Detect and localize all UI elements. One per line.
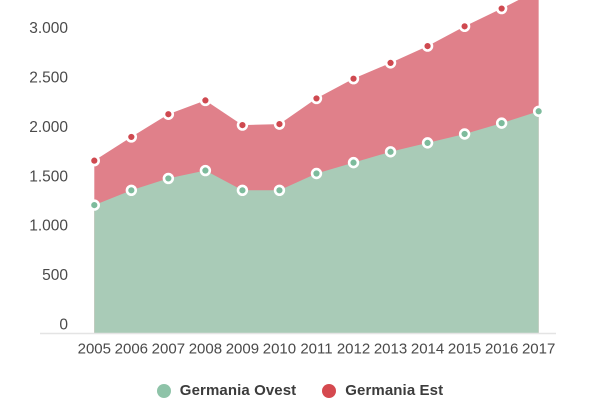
germania-ovest-data-point xyxy=(532,105,545,117)
germania-est-data-point xyxy=(125,131,138,143)
germania-est-data-point xyxy=(458,20,471,33)
germania-ovest-data-point xyxy=(273,184,286,196)
germania-est-data-point xyxy=(495,2,508,15)
x-axis-tick-label: 2013 xyxy=(374,341,407,358)
germania-ovest-data-point xyxy=(236,184,249,196)
germania-ovest-data-point xyxy=(384,146,397,158)
y-axis-tick-label: 2.000 xyxy=(29,119,68,136)
germania-est-legend-dot-icon xyxy=(322,383,337,398)
germania-est-data-point xyxy=(421,40,434,52)
germania-ovest-data-point xyxy=(199,164,212,177)
y-axis-tick-label: 2.500 xyxy=(29,70,68,87)
x-axis-tick-label: 2010 xyxy=(263,341,296,358)
y-axis-tick-label: 0 xyxy=(59,317,68,334)
x-axis-tick-label: 2011 xyxy=(300,341,332,358)
germania-ovest-data-point xyxy=(347,156,360,169)
y-axis-tick-label: 500 xyxy=(42,267,68,284)
x-axis-tick-label: 2014 xyxy=(411,341,444,358)
germania-est-data-point xyxy=(273,118,286,130)
chart-legend: Germania Ovest Germania Est xyxy=(0,382,600,399)
x-axis-tick-label: 2006 xyxy=(115,341,148,358)
germania-est-data-point xyxy=(310,92,323,105)
y-axis-tick-label: 1.500 xyxy=(29,168,68,185)
germania-ovest-data-point xyxy=(310,167,323,180)
x-axis-tick-label: 2007 xyxy=(152,341,185,358)
germania-ovest-data-point xyxy=(125,184,138,196)
x-axis-tick-label: 2017 xyxy=(522,341,555,358)
germania-ovest-data-point xyxy=(88,199,101,211)
germania-ovest-data-point xyxy=(421,137,434,149)
x-axis-tick-label: 2009 xyxy=(226,341,259,358)
germania-ovest-legend-dot-icon xyxy=(156,383,171,398)
germania-est-data-point xyxy=(88,154,101,167)
legend-item-germania-est: Germania Est xyxy=(322,382,443,399)
x-axis-tick-label: 2008 xyxy=(189,341,222,358)
legend-item-germania-ovest: Germania Ovest xyxy=(156,382,297,399)
germania-ovest-area xyxy=(94,111,539,334)
x-axis-tick-label: 2016 xyxy=(485,341,518,358)
germania-ovest-data-point xyxy=(458,128,471,140)
y-axis-tick-label: 3.000 xyxy=(29,20,68,37)
germania-est-data-point xyxy=(162,108,175,120)
legend-label-germania-ovest: Germania Ovest xyxy=(179,382,297,399)
legend-label-germania-est: Germania Est xyxy=(345,382,444,399)
germania-ovest-data-point xyxy=(162,172,175,185)
x-axis-tick-label: 2005 xyxy=(78,341,111,358)
germania-est-data-point xyxy=(236,119,249,131)
germania-est-data-point xyxy=(384,57,397,69)
x-axis-tick-label: 2015 xyxy=(448,341,481,358)
x-axis-tick-label: 2012 xyxy=(337,341,370,358)
germania-est-data-point xyxy=(199,94,212,107)
y-axis-tick-label: 1.000 xyxy=(29,218,68,235)
germania-est-data-point xyxy=(347,72,360,85)
germania-ovest-data-point xyxy=(495,117,508,129)
